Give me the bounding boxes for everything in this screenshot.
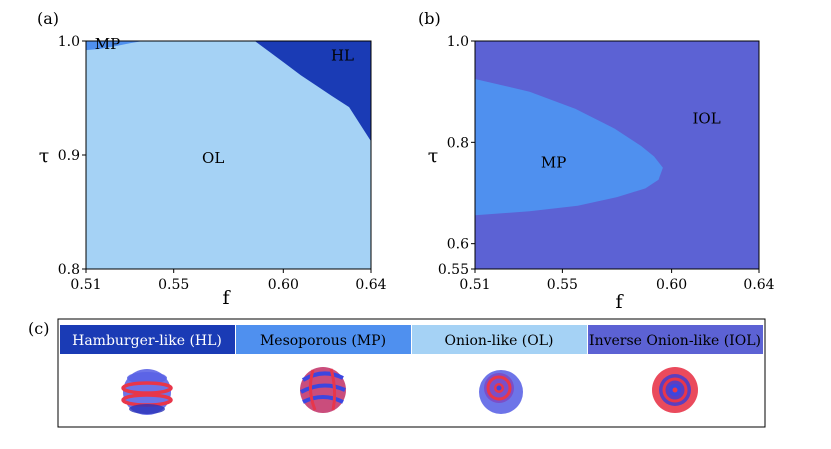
phase-region-MP-a — [86, 41, 143, 51]
panel-c: (c) Hamburger-like (HL) Mesoporous (MP) … — [28, 318, 766, 428]
panel-c-label: (c) — [28, 319, 49, 338]
morphology-HL-image — [121, 369, 173, 415]
legend-item-OL: Onion-like (OL) — [412, 325, 587, 354]
x-tick-label-b: 0.51 — [459, 277, 490, 293]
legend-swatch-IOL — [588, 325, 763, 354]
y-tick-label-b: 0.55 — [438, 262, 469, 278]
legend-frame — [57, 318, 766, 428]
x-tick-label-a: 0.51 — [70, 277, 101, 293]
x-tick-label-b: 0.64 — [743, 277, 774, 293]
phase-region-HL-a — [254, 41, 371, 142]
region-label-MP-a: MP — [95, 35, 120, 53]
region-label-HL-a: HL — [331, 46, 354, 64]
y-tick-label-b: 0.6 — [447, 237, 469, 253]
axes-frame-b — [474, 40, 760, 270]
x-axis-label-a: f — [222, 287, 231, 309]
legend-swatch-HL — [60, 325, 235, 354]
x-tick-label-a: 0.64 — [355, 277, 386, 293]
y-tick-label-b: 0.8 — [447, 135, 469, 151]
x-axis-label-b: f — [615, 291, 624, 313]
legend-swatch-OL — [412, 325, 587, 354]
morphology-IOL-image — [652, 367, 698, 413]
x-tick-label-a: 0.60 — [268, 277, 299, 293]
legend-text-MP: Mesoporous (MP) — [260, 333, 386, 349]
y-axis-label-a: τ — [39, 145, 50, 167]
legend-item-HL: Hamburger-like (HL) — [60, 325, 235, 354]
x-tick-label-b: 0.60 — [656, 277, 687, 293]
legend-item-IOL: Inverse Onion-like (IOL) — [588, 325, 763, 354]
morphology-MP-image — [300, 367, 346, 413]
y-tick-label-b: 1.0 — [447, 34, 469, 50]
morphology-OL-image — [479, 370, 523, 414]
y-tick-label-a: 1.0 — [58, 34, 80, 50]
legend-item-MP: Mesoporous (MP) — [236, 325, 411, 354]
y-tick-label-a: 0.8 — [58, 262, 80, 278]
panel-a-label: (a) — [37, 9, 59, 28]
region-label-MP-b: MP — [541, 154, 566, 172]
region-label-OL-a: OL — [202, 149, 224, 167]
panel-b-label: (b) — [418, 9, 441, 28]
legend-text-IOL: Inverse Onion-like (IOL) — [589, 333, 761, 349]
y-axis-label-b: τ — [428, 145, 439, 167]
y-tick-label-a: 0.9 — [58, 148, 80, 164]
phase-region-MP-b — [475, 79, 663, 216]
x-tick-label-b: 0.55 — [547, 277, 578, 293]
x-tick-label-a: 0.55 — [158, 277, 189, 293]
legend-text-HL: Hamburger-like (HL) — [72, 333, 222, 349]
legend-text-OL: Onion-like (OL) — [444, 333, 553, 349]
panel-a: (a) MP HL OL 0.51 0.55 0.60 0.64 0.8 0.9 1.0 f τ — [37, 9, 387, 309]
legend-swatch-MP — [236, 325, 411, 354]
region-label-IOL-b: IOL — [692, 110, 720, 128]
